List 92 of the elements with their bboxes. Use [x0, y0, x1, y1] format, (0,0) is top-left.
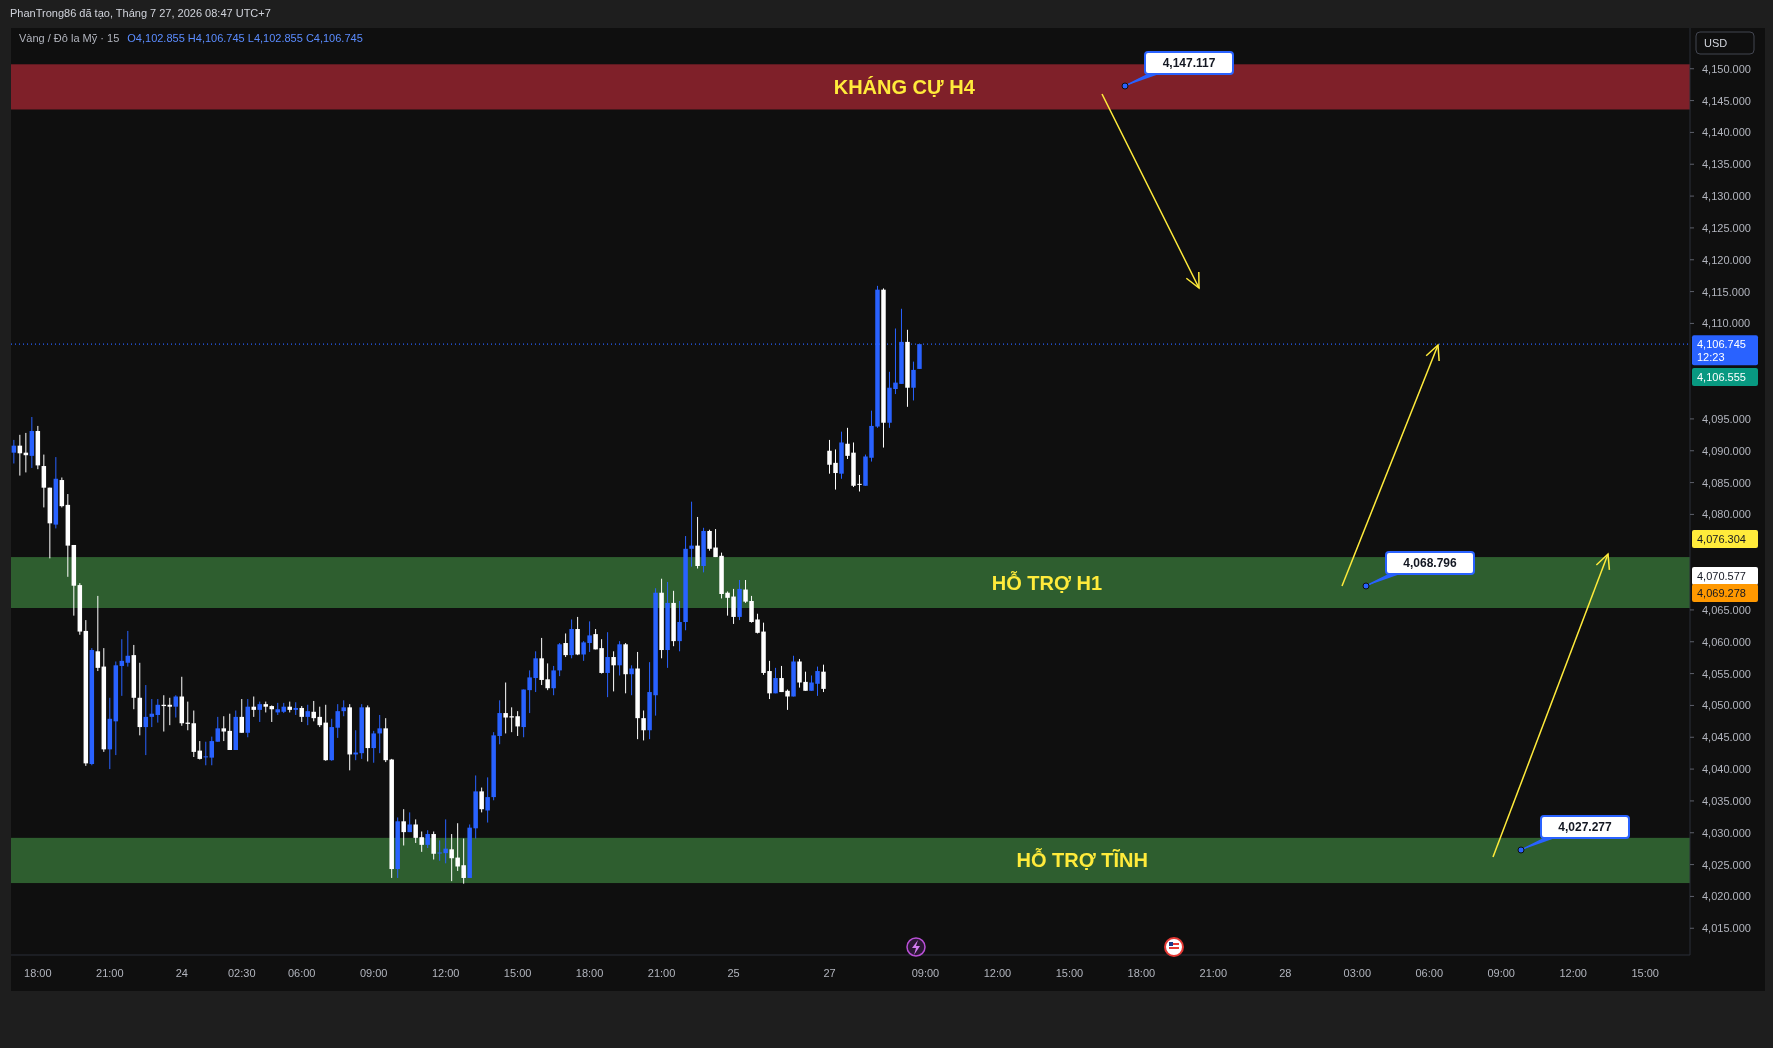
x-tick-label: 03:00 [1343, 967, 1372, 979]
candlestick [551, 665, 556, 696]
candlestick [695, 516, 700, 570]
candlestick [911, 361, 916, 401]
band-label: HỖ TRỢ TĨNH [1016, 848, 1148, 872]
y-tick-label: 4,065.000 [1702, 603, 1751, 616]
y-tick-label: 4,115.000 [1702, 285, 1751, 298]
candlestick [629, 664, 634, 696]
candlestick [251, 696, 256, 718]
y-tick-label: 4,020.000 [1702, 890, 1751, 903]
chart-subtitle: O4,102.855 H4,106.745 L4,102.855 C4,106.745 [127, 32, 363, 44]
band-label: KHÁNG CỰ H4 [833, 75, 976, 98]
x-tick-label: 18:00 [24, 967, 52, 979]
y-tick-label: 4,025.000 [1702, 858, 1751, 871]
x-tick-label: 21:00 [96, 967, 124, 979]
candlestick [641, 710, 646, 741]
candlestick [677, 600, 682, 652]
annotation: 4,147.117 [1162, 56, 1216, 70]
x-tick-label: 09:00 [1487, 967, 1515, 979]
x-tick-label: 09:00 [359, 967, 388, 979]
candlestick [305, 704, 310, 726]
y-tick-label: 4,045.000 [1702, 731, 1751, 744]
y-tick-label: 4,035.000 [1702, 794, 1751, 807]
y-tick-label: 4,120.000 [1702, 253, 1751, 266]
x-tick-label: 21:00 [1199, 967, 1228, 979]
x-tick-label: 28 [1279, 967, 1292, 979]
candlestick [617, 640, 622, 676]
y-tick-label: 4,055.000 [1702, 667, 1751, 680]
y-tick-label: 4,110.000 [1702, 317, 1751, 330]
x-tick-label: 21:00 [647, 967, 676, 979]
candlestick [689, 501, 694, 568]
candlestick [41, 454, 47, 508]
x-tick-label: 12:00 [1559, 967, 1587, 979]
x-tick-label: 25 [727, 967, 740, 979]
x-tick-label: 18:00 [1127, 967, 1156, 979]
x-tick-label: 15:00 [1631, 967, 1659, 979]
y-tick-label: 4,140.000 [1702, 126, 1751, 139]
candlestick [449, 833, 454, 882]
text: 12:23 [1697, 351, 1725, 364]
x-tick-label: 12:00 [431, 967, 460, 979]
text: 4,106.555 [1697, 371, 1746, 383]
candlestick [479, 787, 484, 813]
chart-title: Vàng / Đô la Mỹ · 15 [19, 32, 120, 44]
y-tick-label: 4,015.000 [1702, 922, 1751, 935]
y-tick-label: 4,130.000 [1702, 190, 1751, 203]
y-tick-label: 4,085.000 [1702, 476, 1751, 489]
candlestick [95, 595, 101, 672]
x-tick-label: 06:00 [1415, 967, 1444, 979]
x-tick-label: 15:00 [1055, 967, 1084, 979]
candlestick [431, 830, 436, 860]
candlestick [605, 631, 610, 698]
ref-line-label: 4,106.745 [1697, 338, 1746, 351]
text: PhanTrong86 đã tạo, Tháng 7 27, 2026 08:47 UTC+7 [10, 7, 271, 19]
y-axis-title: USD [1704, 37, 1728, 49]
text: 4,070.577 [1697, 570, 1746, 582]
y-tick-label: 4,050.000 [1702, 699, 1751, 712]
candlestick [563, 632, 568, 658]
x-tick-label: 02:30 [227, 967, 256, 979]
y-tick-label: 4,060.000 [1702, 635, 1751, 648]
candlestick [257, 701, 262, 723]
y-tick-label: 4,040.000 [1702, 763, 1751, 776]
text: 4,076.304 [1697, 533, 1746, 545]
x-tick-label: 12:00 [983, 967, 1012, 979]
candlestick [611, 650, 616, 692]
x-tick-label: 27 [823, 967, 836, 979]
y-tick-label: 4,125.000 [1702, 221, 1751, 234]
candlestick [221, 715, 227, 742]
y-tick-label: 4,145.000 [1702, 94, 1751, 107]
candlestick [773, 667, 778, 694]
candlestick [215, 716, 221, 743]
y-tick-label: 4,080.000 [1702, 508, 1751, 521]
x-tick-label: 24 [175, 967, 188, 979]
candlestick [485, 776, 490, 824]
candlestick [203, 741, 209, 766]
x-tick-label: 06:00 [287, 967, 316, 979]
candlestick [371, 730, 376, 764]
x-tick-label: 18:00 [575, 967, 604, 979]
band-label: HỖ TRỢ H1 [991, 570, 1103, 594]
candlestick [401, 808, 406, 846]
x-tick-label: 15:00 [503, 967, 532, 979]
y-tick-label: 4,150.000 [1702, 62, 1751, 75]
candlestick [209, 736, 215, 766]
text: 4,069.278 [1697, 587, 1746, 599]
y-tick-label: 4,090.000 [1702, 444, 1751, 457]
y-tick-label: 4,095.000 [1702, 412, 1751, 425]
x-tick-label: 09:00 [911, 967, 940, 979]
candlestick [821, 664, 826, 693]
y-tick-label: 4,135.000 [1702, 158, 1751, 171]
annotation: 4,068.796 [1403, 556, 1458, 570]
candlestick [377, 714, 382, 754]
y-tick-label: 4,030.000 [1702, 826, 1751, 839]
annotation: 4,027.277 [1558, 820, 1613, 834]
